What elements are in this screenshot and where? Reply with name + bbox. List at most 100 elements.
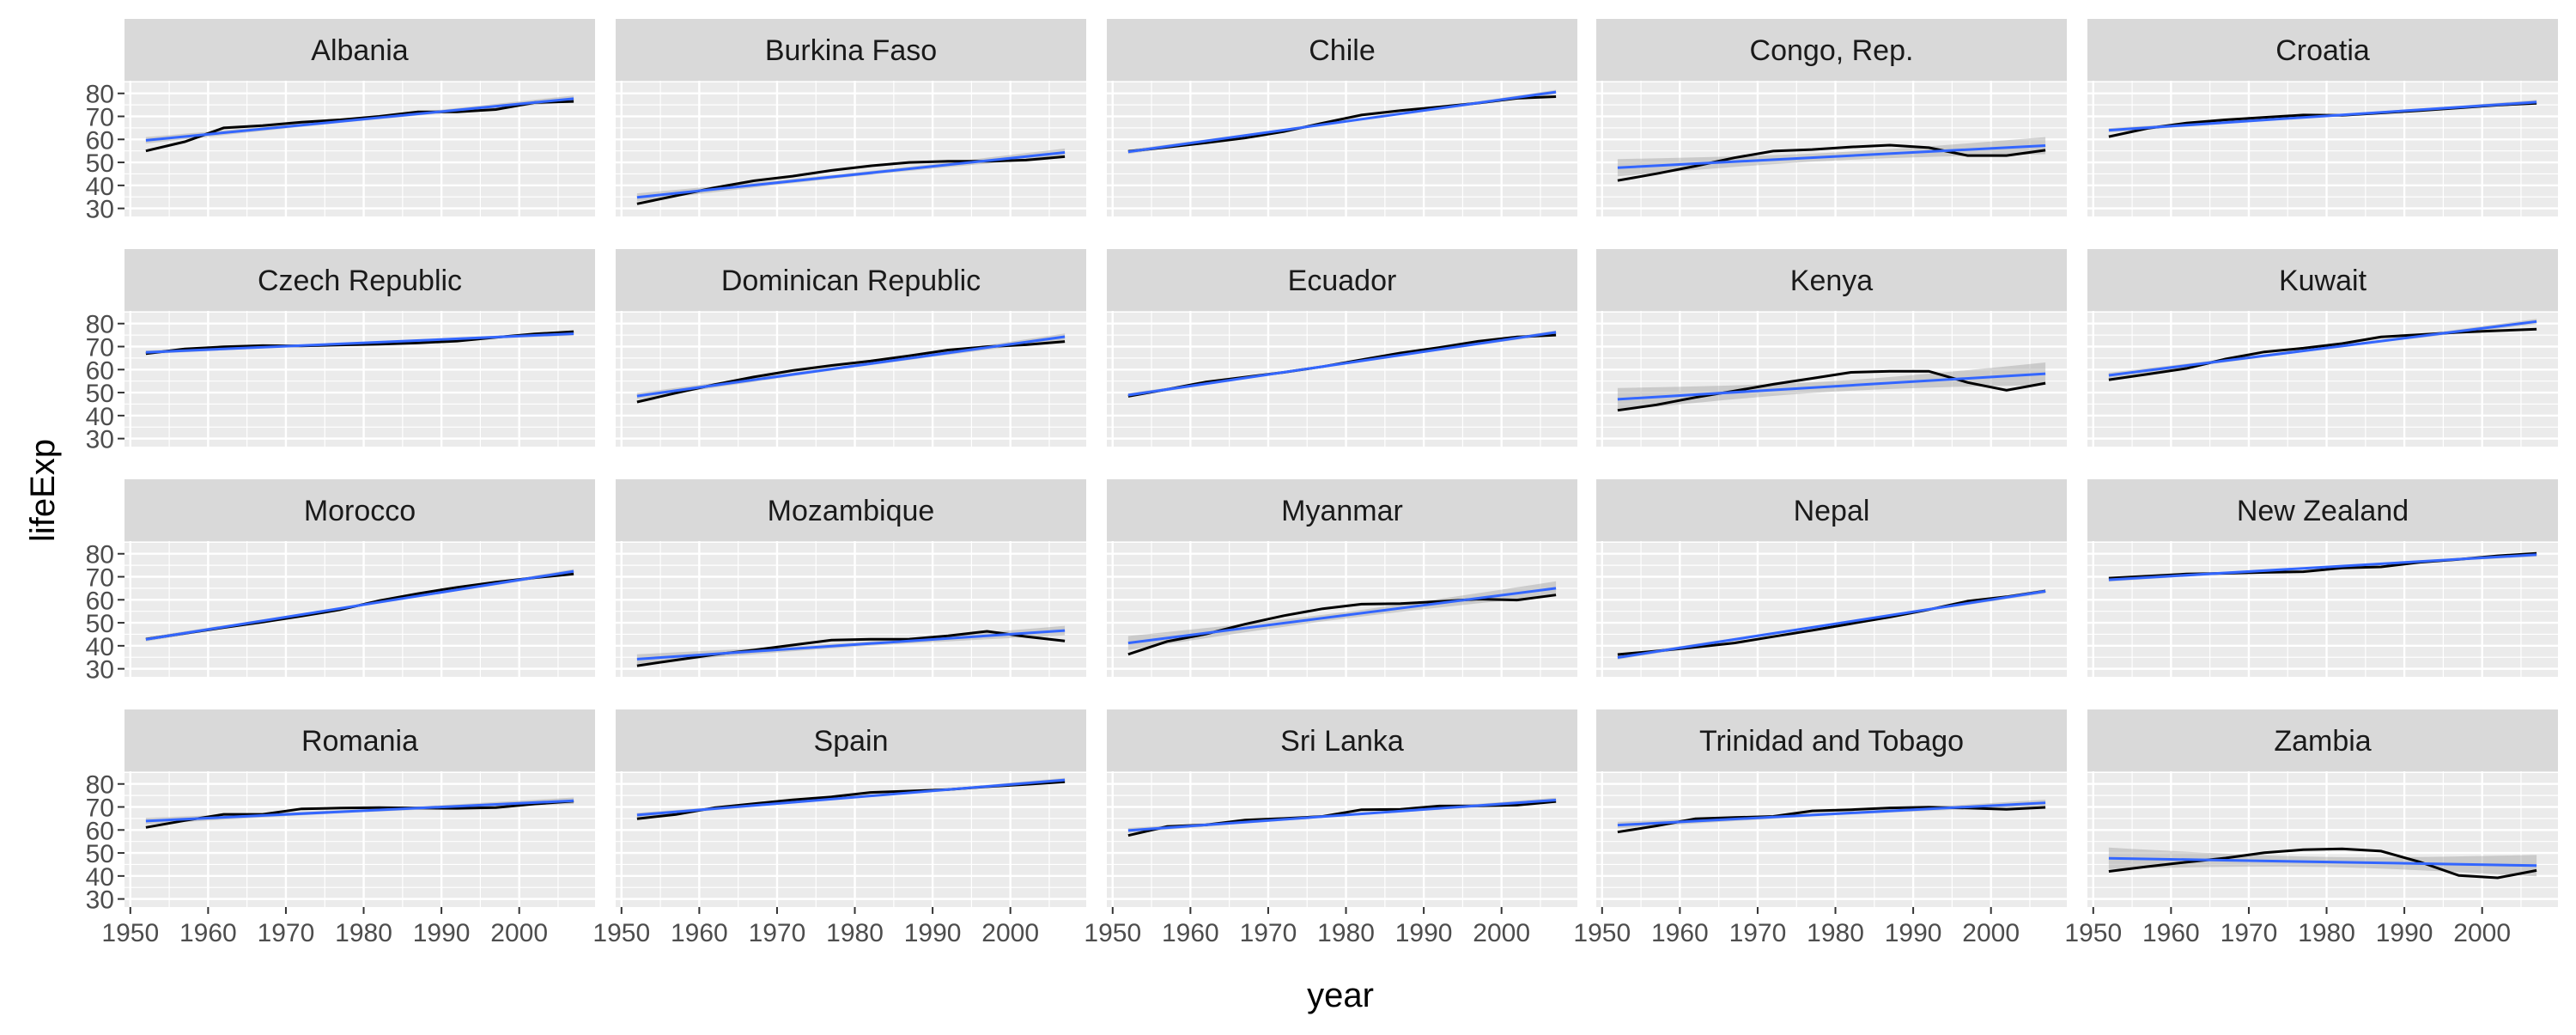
strip-label: Ecuador xyxy=(1288,265,1397,297)
trend-line xyxy=(1127,90,1557,154)
strip-label: Myanmar xyxy=(1281,495,1403,527)
trend-line xyxy=(2108,856,2537,868)
panel-background xyxy=(2087,311,2558,447)
y-tick-label: 60 xyxy=(86,126,114,155)
trend-line xyxy=(145,799,574,823)
y-tick-label: 80 xyxy=(86,541,114,569)
panel-burkina-faso: Burkina Faso xyxy=(616,19,1086,216)
strip-label: Congo, Rep. xyxy=(1750,34,1914,67)
y-tick-label: 80 xyxy=(86,311,114,339)
panel-background xyxy=(1107,771,1577,907)
x-tick-label: 1950 xyxy=(101,919,159,947)
strip-label: Czech Republic xyxy=(258,265,462,297)
panel-background xyxy=(616,81,1086,216)
panel-background xyxy=(2087,771,2558,907)
panel-mozambique: Mozambique xyxy=(616,479,1086,677)
x-tick-label: 1960 xyxy=(671,919,728,947)
series-line-lifeexp xyxy=(1617,143,2046,182)
y-tick-label: 70 xyxy=(86,795,114,823)
y-tick-label: 30 xyxy=(86,426,114,454)
strip-label: Trinidad and Tobago xyxy=(1699,725,1964,758)
strip-background xyxy=(616,709,1086,771)
y-tick-label: 50 xyxy=(86,840,114,868)
strip-label: Kenya xyxy=(1790,265,1873,297)
trend-line xyxy=(2108,320,2537,377)
y-tick-label: 40 xyxy=(86,633,114,661)
series-line-lifeexp xyxy=(1617,369,2046,412)
y-tick-label: 60 xyxy=(86,356,114,385)
series-line-lifeexp xyxy=(2108,327,2537,381)
strip-background xyxy=(125,479,595,541)
x-tick-label: 2000 xyxy=(490,919,548,947)
strip-background xyxy=(2087,709,2558,771)
strip-label: Nepal xyxy=(1794,495,1870,527)
trend-line xyxy=(636,335,1066,398)
panel-kenya: Kenya xyxy=(1596,249,2067,447)
y-tick-label: 60 xyxy=(86,817,114,845)
strip-background xyxy=(616,479,1086,541)
x-axis-label: year xyxy=(1307,977,1374,1014)
strip-background xyxy=(1107,19,1577,81)
panel-background xyxy=(616,771,1086,907)
strip-label: Albania xyxy=(311,34,409,67)
x-tick-label: 2000 xyxy=(981,919,1039,947)
y-tick-label: 40 xyxy=(86,403,114,431)
strip-background xyxy=(125,709,595,771)
panel-zambia: Zambia xyxy=(2087,709,2558,907)
strip-label: Zambia xyxy=(2274,725,2371,758)
strip-background xyxy=(1596,19,2067,81)
x-tick-label: 1990 xyxy=(413,919,471,947)
panel-background xyxy=(2087,81,2558,216)
y-tick-label: 80 xyxy=(86,81,114,109)
trend-line xyxy=(1617,372,2046,401)
x-tick-label: 1990 xyxy=(904,919,962,947)
y-tick-label: 70 xyxy=(86,334,114,362)
x-tick-label: 1960 xyxy=(1651,919,1709,947)
trend-line xyxy=(1617,589,2046,659)
panel-morocco: Morocco xyxy=(125,479,595,677)
x-tick-label: 1970 xyxy=(2221,919,2278,947)
x-tick-label: 1970 xyxy=(1240,919,1297,947)
y-axes: 3040506070803040506070803040506070803040… xyxy=(86,81,125,915)
x-tick-label: 1980 xyxy=(826,919,884,947)
x-tick-label: 1980 xyxy=(335,919,392,947)
strip-label: Spain xyxy=(814,725,889,758)
y-tick-label: 50 xyxy=(86,610,114,638)
x-tick-label: 1990 xyxy=(2376,919,2433,947)
strip-label: Sri Lanka xyxy=(1280,725,1404,758)
panel-romania: Romania xyxy=(125,709,595,907)
strip-label: Morocco xyxy=(304,495,416,527)
strip-label: Mozambique xyxy=(768,495,935,527)
x-tick-label: 1950 xyxy=(1084,919,1141,947)
trend-line xyxy=(636,778,1066,817)
strip-background xyxy=(1596,479,2067,541)
x-axes: 1950 1960 1970 1980 1990 2000 1950 1960 1970 1980… xyxy=(101,907,2511,947)
panel-ecuador: Ecuador xyxy=(1107,249,1577,447)
x-tick-label: 1990 xyxy=(1885,919,1942,947)
panel-background xyxy=(1107,541,1577,677)
panel-background xyxy=(2087,541,2558,677)
panel-myanmar: Myanmar xyxy=(1107,479,1577,677)
panel-albania: Albania xyxy=(125,19,595,216)
x-tick-label: 1970 xyxy=(258,919,315,947)
y-tick-label: 30 xyxy=(86,886,114,915)
trend-line xyxy=(2108,100,2537,132)
panel-background xyxy=(1107,311,1577,447)
x-tick-label: 2000 xyxy=(2453,919,2511,947)
panel-background xyxy=(1596,311,2067,447)
strip-background xyxy=(1107,709,1577,771)
y-tick-label: 50 xyxy=(86,380,114,408)
x-tick-label: 1970 xyxy=(749,919,806,947)
panel-background xyxy=(1596,771,2067,907)
x-tick-label: 1950 xyxy=(2064,919,2122,947)
panel-kuwait: Kuwait xyxy=(2087,249,2558,447)
strip-background xyxy=(2087,19,2558,81)
strip-label: Romania xyxy=(301,725,418,758)
strip-label: New Zealand xyxy=(2237,495,2409,527)
x-tick-label: 1950 xyxy=(592,919,650,947)
y-tick-label: 70 xyxy=(86,104,114,132)
trend-line xyxy=(1127,331,1557,397)
panel-czech-republic: Czech Republic xyxy=(125,249,595,447)
strip-background xyxy=(1596,709,2067,771)
x-tick-label: 1980 xyxy=(1807,919,1864,947)
